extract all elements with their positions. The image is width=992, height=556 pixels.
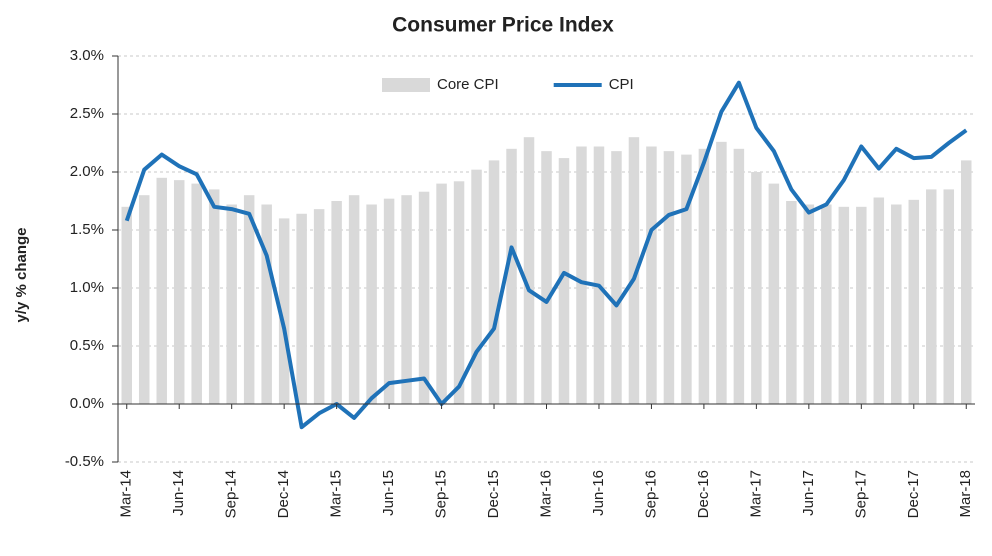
legend-label: CPI — [609, 76, 634, 93]
x-tick-label: Dec-16 — [695, 470, 712, 518]
x-tick-label: Sep-14 — [223, 470, 240, 518]
bar — [523, 137, 535, 404]
bar — [821, 204, 832, 404]
bar — [856, 206, 867, 404]
bar — [278, 218, 290, 404]
y-tick-label: -0.5% — [65, 453, 104, 470]
chart-title: Consumer Price Index — [392, 14, 614, 37]
bar — [698, 148, 710, 404]
bar — [156, 177, 167, 404]
bar — [768, 183, 780, 404]
bar — [961, 160, 972, 404]
bar — [418, 191, 430, 404]
bar — [261, 204, 272, 404]
bar — [453, 181, 465, 404]
x-tick-label: Jun-15 — [380, 470, 397, 516]
x-tick-label: Mar-17 — [747, 470, 764, 518]
x-tick-label: Jun-17 — [800, 470, 817, 516]
x-tick-label: Sep-15 — [433, 470, 450, 518]
bar — [226, 204, 237, 404]
y-tick-label: 1.5% — [70, 221, 104, 238]
bar — [138, 195, 150, 404]
bar — [208, 189, 220, 404]
x-tick-label: Mar-16 — [537, 470, 554, 518]
bar — [663, 151, 675, 404]
x-tick-label: Mar-18 — [957, 470, 974, 518]
bar — [681, 154, 692, 404]
bar — [243, 195, 255, 404]
x-tick-label: Jun-16 — [590, 470, 607, 516]
bar — [943, 189, 955, 404]
bar — [121, 206, 132, 404]
x-tick-label: Dec-17 — [905, 470, 922, 518]
bar — [593, 146, 605, 405]
x-tick-label: Dec-15 — [485, 470, 502, 518]
bar — [331, 201, 342, 404]
bar — [891, 204, 902, 404]
bar — [908, 199, 920, 404]
bar — [786, 201, 797, 404]
line — [124, 80, 968, 430]
bar — [873, 197, 885, 404]
bar — [506, 148, 517, 404]
bar — [348, 195, 360, 404]
y-tick-label: 2.0% — [70, 163, 104, 180]
bar — [751, 172, 762, 404]
bar — [191, 183, 202, 404]
bar — [733, 148, 745, 404]
bar — [313, 209, 325, 404]
bar — [803, 204, 815, 404]
x-tick-label: Sep-17 — [852, 470, 869, 518]
legend-label: Core CPI — [437, 76, 499, 93]
x-tick-label: Jun-14 — [170, 470, 187, 516]
bar — [173, 180, 185, 404]
x-tick-label: Mar-14 — [118, 470, 135, 518]
bar — [383, 198, 395, 404]
bar — [471, 169, 482, 404]
y-tick-label: 2.5% — [70, 105, 104, 122]
y-axis-label: y/y % change — [13, 227, 30, 322]
x-tick-label: Dec-14 — [275, 470, 292, 518]
y-tick-label: 3.0% — [70, 47, 104, 64]
y-tick-label: 0.5% — [70, 337, 104, 354]
bar — [296, 213, 307, 404]
bar — [628, 137, 640, 404]
bar — [558, 158, 570, 404]
x-tick-label: Mar-15 — [328, 470, 345, 518]
bar — [926, 189, 937, 404]
x-tick-label: Sep-16 — [642, 470, 659, 518]
bar — [436, 183, 447, 404]
bar — [576, 146, 587, 405]
bar — [611, 151, 622, 404]
legend-swatch — [382, 78, 430, 92]
bar — [541, 151, 552, 404]
bar — [488, 160, 500, 404]
y-tick-label: 0.0% — [70, 395, 104, 412]
y-tick-label: 1.0% — [70, 279, 104, 296]
bar — [401, 195, 412, 404]
bar — [646, 146, 657, 405]
bar — [366, 204, 377, 404]
bar — [716, 141, 727, 404]
bar — [838, 206, 850, 404]
